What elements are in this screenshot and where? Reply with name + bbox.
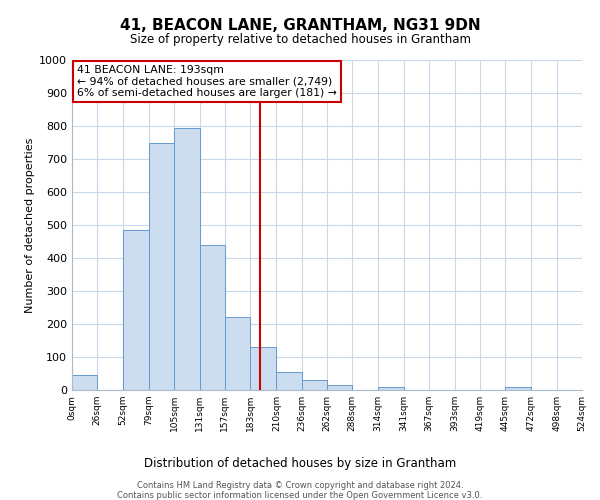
Text: Size of property relative to detached houses in Grantham: Size of property relative to detached ho… <box>130 32 470 46</box>
Bar <box>302 380 327 390</box>
Bar <box>277 372 302 390</box>
Text: Contains HM Land Registry data © Crown copyright and database right 2024.: Contains HM Land Registry data © Crown c… <box>137 481 463 490</box>
Bar <box>250 347 277 390</box>
Bar <box>174 128 200 390</box>
Bar <box>327 385 352 390</box>
Text: Contains public sector information licensed under the Open Government Licence v3: Contains public sector information licen… <box>118 491 482 500</box>
Text: 41 BEACON LANE: 193sqm
← 94% of detached houses are smaller (2,749)
6% of semi-d: 41 BEACON LANE: 193sqm ← 94% of detached… <box>77 65 337 98</box>
Bar <box>505 388 532 390</box>
Text: Distribution of detached houses by size in Grantham: Distribution of detached houses by size … <box>144 458 456 470</box>
Bar <box>225 318 250 390</box>
Bar <box>72 375 97 390</box>
Bar <box>199 245 225 390</box>
Text: 41, BEACON LANE, GRANTHAM, NG31 9DN: 41, BEACON LANE, GRANTHAM, NG31 9DN <box>119 18 481 32</box>
Bar <box>377 386 404 390</box>
Bar <box>122 230 149 390</box>
Bar <box>149 142 174 390</box>
Y-axis label: Number of detached properties: Number of detached properties <box>25 138 35 312</box>
